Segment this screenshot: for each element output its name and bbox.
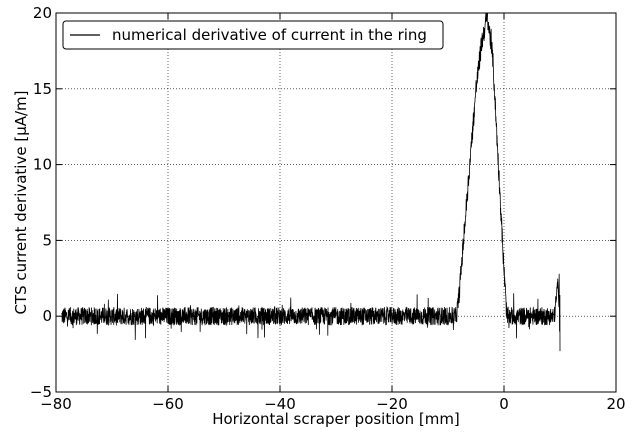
- y-tick-label: −5: [30, 383, 52, 401]
- ticks: −80 −60 −40 −20 0 20 −5 0 5 10 15 20: [30, 4, 626, 413]
- series-layer: [61, 13, 561, 352]
- y-tick-label: 20: [33, 4, 52, 22]
- y-tick-label: 10: [33, 156, 52, 174]
- y-tick-label: 15: [33, 80, 52, 98]
- y-axis-label: CTS current derivative [µA/m]: [12, 90, 30, 314]
- legend-label: numerical derivative of current in the r…: [112, 26, 427, 44]
- x-tick-label: 0: [499, 395, 509, 413]
- x-tick-label: −80: [40, 395, 72, 413]
- plot-frame: [55, 12, 617, 393]
- x-tick-label: 20: [606, 395, 625, 413]
- x-tick-label: −60: [152, 395, 184, 413]
- series-line: [61, 13, 561, 352]
- x-tick-label: −20: [376, 395, 408, 413]
- legend: numerical derivative of current in the r…: [62, 20, 444, 50]
- legend-box: [62, 20, 444, 50]
- y-tick-label: 5: [42, 231, 52, 249]
- y-tick-label: 0: [42, 307, 52, 325]
- x-axis-label: Horizontal scraper position [mm]: [212, 410, 460, 428]
- x-tick-label: −40: [264, 395, 296, 413]
